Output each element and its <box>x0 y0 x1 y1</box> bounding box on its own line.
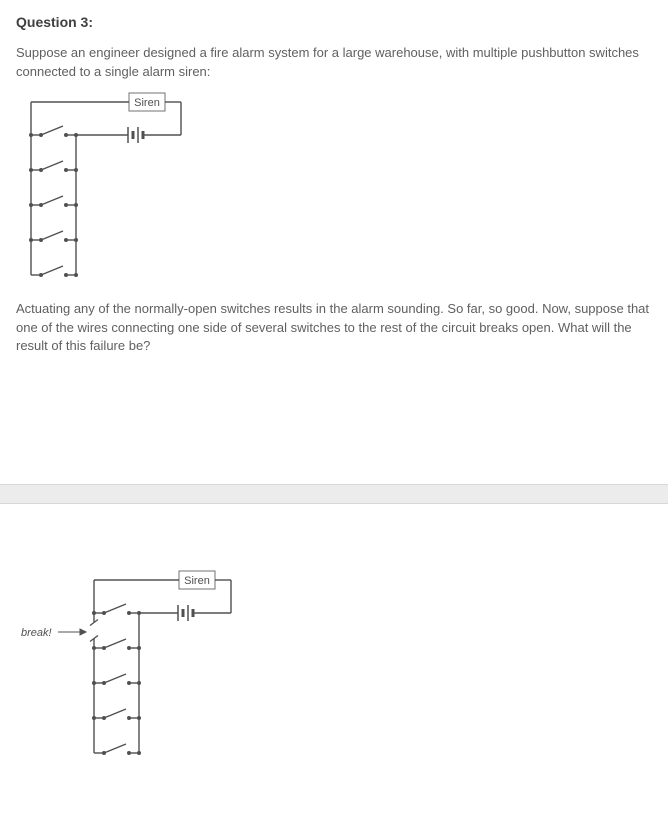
svg-text:Siren: Siren <box>134 97 160 109</box>
svg-text:Siren: Siren <box>184 575 210 587</box>
spacer <box>0 504 668 564</box>
question-para-2: Actuating any of the normally-open switc… <box>16 300 652 357</box>
question-para-1: Suppose an engineer designed a fire alar… <box>16 44 652 82</box>
circuit-diagram-1: Siren <box>16 90 652 290</box>
circuit-diagram-2: Siren break! <box>16 568 652 768</box>
svg-text:break!: break! <box>21 627 52 639</box>
question-title: Question 3: <box>16 14 652 30</box>
spacer <box>0 374 668 484</box>
section-divider <box>0 484 668 504</box>
